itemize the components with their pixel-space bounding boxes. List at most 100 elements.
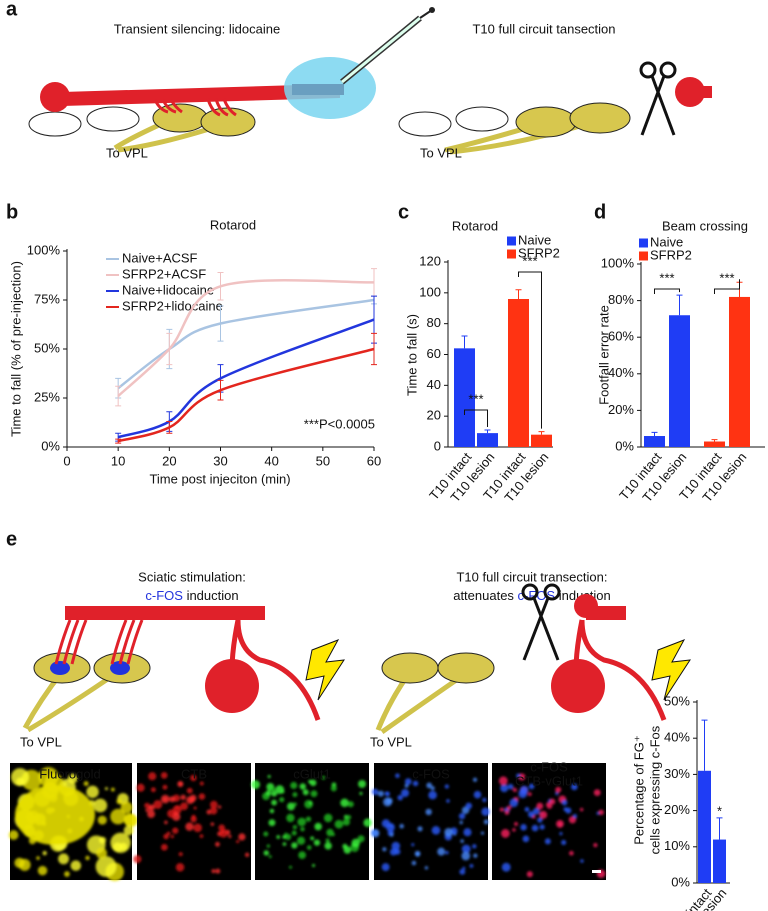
texture-blob	[215, 868, 221, 874]
x-axis-label: Time post injeciton (min)	[149, 471, 290, 486]
diagram-label: To VPL	[20, 734, 62, 749]
texture-blob	[145, 808, 149, 813]
series-line	[117, 347, 375, 443]
error-bar	[166, 332, 173, 366]
texture-blob	[444, 827, 453, 837]
texture-blob	[472, 777, 478, 782]
texture-blob	[287, 802, 295, 811]
texture-blob	[480, 831, 485, 835]
texture-blob	[279, 797, 285, 803]
texture-blob	[504, 810, 510, 815]
texture-blob	[342, 818, 350, 826]
error-bar	[115, 385, 122, 407]
texture-blob	[110, 808, 126, 825]
error-bar	[461, 335, 468, 349]
texture-blob	[169, 796, 176, 803]
bar	[729, 296, 750, 447]
texture-blob	[536, 802, 544, 810]
texture-blob	[397, 794, 403, 801]
y-tick-label: 60	[427, 346, 441, 361]
texture-blob	[38, 767, 59, 788]
texture-blob	[437, 847, 446, 856]
significance-label: ***	[468, 391, 483, 406]
series-line	[117, 298, 375, 390]
y-tick-label: 120	[419, 253, 441, 268]
y-tick-label: 20	[427, 408, 441, 423]
diagram-title: Transient silencing: lidocaine	[114, 21, 280, 36]
texture-blob	[555, 786, 562, 793]
texture-blob	[461, 844, 471, 854]
texture-blob	[473, 853, 478, 858]
texture-blob	[290, 781, 298, 790]
texture-blob	[164, 820, 168, 825]
texture-blob	[265, 790, 272, 796]
chart-title: Beam crossing	[662, 218, 748, 233]
texture-blob	[238, 833, 246, 841]
diagram-e: Sciatic stimulation: c-FOS induction T10…	[20, 569, 691, 749]
texture-blob	[384, 791, 389, 795]
y-tick-label: 100	[419, 284, 441, 299]
error-bar	[711, 439, 718, 442]
texture-blob	[325, 838, 330, 843]
significance-bracket	[654, 288, 680, 294]
texture-blob	[527, 792, 532, 796]
texture-blob	[173, 811, 179, 817]
y-tick-label: 25%	[34, 389, 60, 404]
texture-blob	[198, 793, 206, 800]
significance-label: *	[717, 803, 722, 818]
texture-blob	[314, 822, 322, 831]
texture-blob	[544, 838, 551, 845]
texture-blob	[459, 868, 466, 875]
texture-blob	[96, 847, 108, 859]
series-line	[117, 279, 375, 397]
diagram-label: To VPL	[420, 145, 462, 160]
y-tick-label: 0%	[41, 438, 60, 453]
texture-blob	[469, 863, 474, 868]
micrograph-label: cGlut1	[293, 766, 331, 781]
panel-label: a	[6, 0, 18, 20]
texture-blob	[472, 844, 477, 849]
texture-blob	[462, 866, 466, 870]
texture-blob	[561, 839, 567, 846]
error-bar	[217, 272, 224, 301]
chart-title: Rotarod	[210, 217, 256, 232]
y-axis-label: cells expressing c-Fos	[647, 725, 662, 854]
texture-blob	[531, 824, 539, 832]
error-bar	[538, 431, 545, 435]
y-tick-label: 40%	[664, 730, 690, 745]
texture-blob	[218, 805, 222, 809]
micrograph	[492, 763, 606, 880]
texture-blob	[271, 799, 278, 806]
texture-blob	[324, 842, 332, 850]
y-tick-label: 20%	[664, 802, 690, 817]
texture-blob	[160, 794, 170, 804]
texture-blob	[598, 809, 604, 816]
y-tick-label: 50%	[34, 340, 60, 355]
error-bar	[515, 289, 522, 299]
legend-label: SFRP2+ACSF	[122, 266, 206, 281]
bar	[477, 433, 498, 447]
texture-blob	[527, 811, 535, 818]
error-bar	[676, 294, 683, 316]
legend-label: SFRP2+lidocaine	[122, 298, 223, 313]
texture-blob	[571, 783, 578, 791]
texture-blob	[86, 785, 99, 799]
texture	[371, 773, 490, 875]
texture-blob	[85, 855, 90, 861]
scale-bar	[592, 870, 601, 873]
y-tick-label: 80%	[608, 292, 634, 307]
error-bar	[217, 379, 224, 401]
texture-blob	[526, 871, 533, 878]
texture-blob	[269, 808, 275, 814]
y-axis-label: Time to fall (% of pre-injection)	[8, 261, 23, 437]
texture-blob	[244, 852, 250, 858]
texture-blob	[371, 829, 380, 838]
texture-blob	[175, 862, 185, 872]
error-bar	[651, 431, 658, 437]
texture-blob	[305, 816, 312, 822]
texture-blob	[190, 816, 197, 823]
texture-blob	[346, 814, 352, 820]
texture-blob	[286, 813, 295, 823]
texture-blob	[282, 835, 287, 839]
